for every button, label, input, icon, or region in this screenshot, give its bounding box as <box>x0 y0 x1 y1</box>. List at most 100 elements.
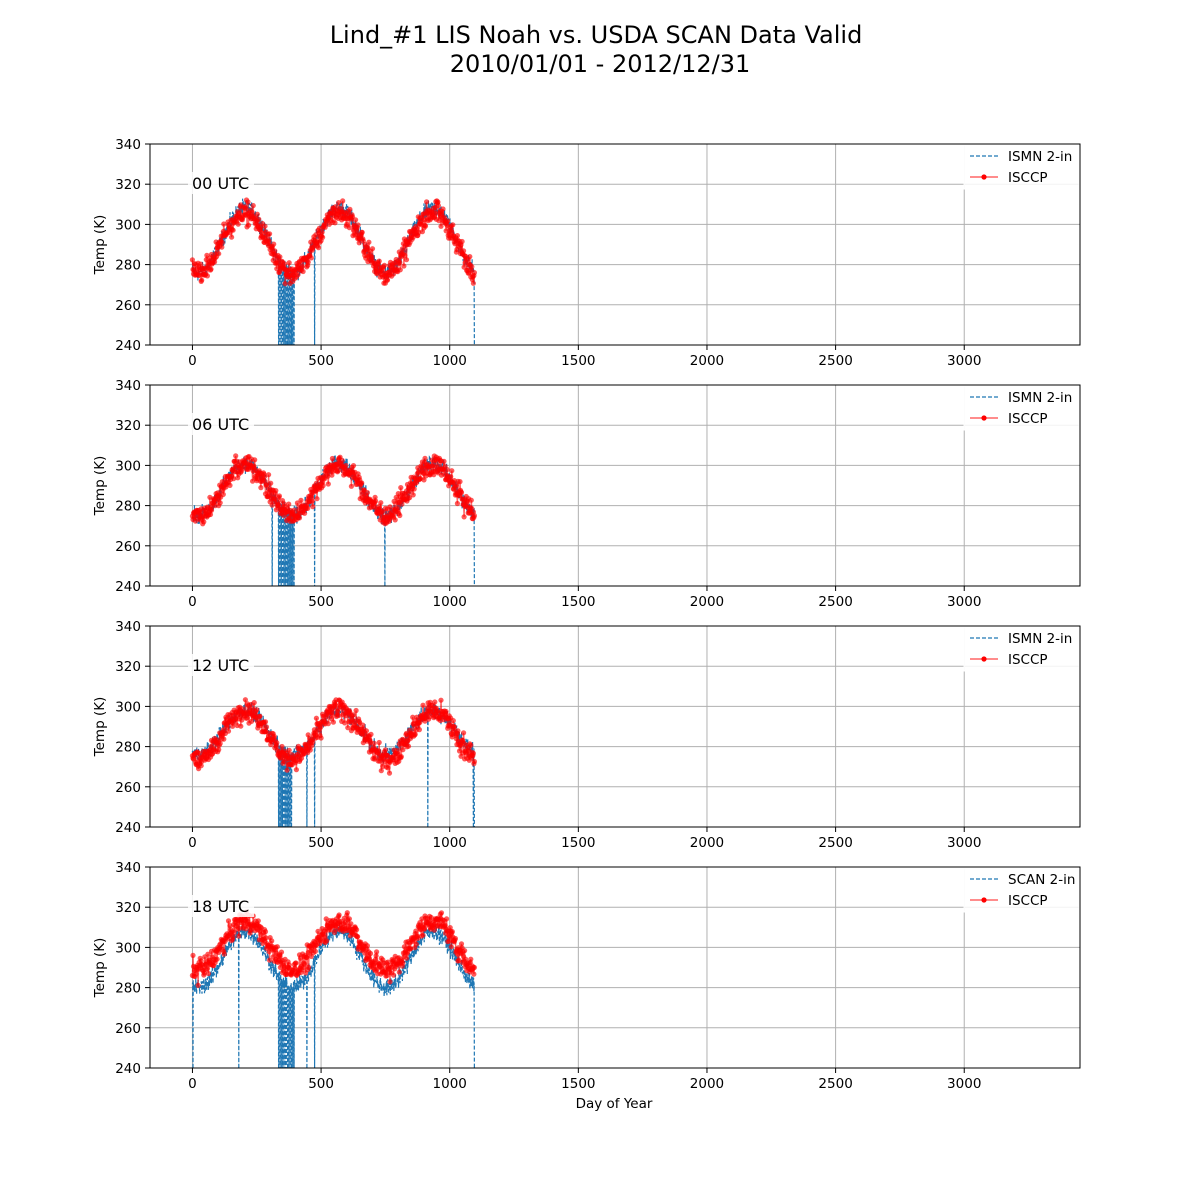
series-isccp-point <box>216 747 222 753</box>
series-isccp-point <box>360 722 366 728</box>
series-isccp-point <box>371 740 377 747</box>
axes-frame <box>149 625 1081 828</box>
x-axis-label: Day of Year <box>576 1096 653 1112</box>
series-isccp-point <box>196 750 202 756</box>
series-isccp-point <box>325 473 331 479</box>
series-isccp-point <box>468 956 474 962</box>
y-axis-label: Temp (K) <box>92 215 108 276</box>
series-isccp-point <box>262 719 269 725</box>
series-isccp-point <box>281 261 288 267</box>
y-tick-label: 340 <box>115 619 141 635</box>
series-isccp-point <box>343 462 349 469</box>
x-tick-label: 1500 <box>561 594 595 610</box>
series-isccp-point <box>363 728 369 734</box>
series-isccp-point <box>382 747 388 753</box>
series-isccp-point <box>227 482 233 488</box>
series-isccp-point <box>325 721 331 727</box>
series-isccp-point <box>354 231 360 237</box>
series-isccp-point <box>369 246 376 252</box>
series-isccp-point <box>396 969 402 975</box>
series-isccp-point <box>252 457 258 463</box>
series-isccp-point <box>458 941 465 947</box>
x-tick-label: 2500 <box>818 835 852 851</box>
series-isccp-point <box>408 946 414 952</box>
series-isccp-point <box>201 519 207 525</box>
series-isccp-point <box>336 200 342 206</box>
y-tick-label: 340 <box>115 137 141 153</box>
x-tick-label: 2000 <box>690 1076 724 1092</box>
series-isccp-point <box>195 982 201 989</box>
series-isccp-point <box>374 949 380 955</box>
series-isccp-point <box>348 921 354 927</box>
series-isccp-point <box>411 486 417 492</box>
series-isccp-point <box>458 489 465 496</box>
series-isccp-point <box>214 956 220 962</box>
series-isccp-point <box>420 702 426 708</box>
series-isccp-point <box>304 954 310 961</box>
series-isccp-point <box>405 743 412 749</box>
series-isccp-point <box>398 754 404 760</box>
series-isccp-point <box>407 495 413 501</box>
series-isccp-point <box>428 914 434 921</box>
y-tick-label: 280 <box>115 258 141 274</box>
legend-label-isccp: ISCCP <box>1008 893 1048 909</box>
series-isccp-point <box>381 262 387 268</box>
series-isccp-point <box>402 253 408 259</box>
series-isccp-point <box>461 248 467 254</box>
series-isccp-point <box>468 497 474 503</box>
series-isccp-point <box>342 720 348 726</box>
x-tick-label: 1000 <box>433 353 467 369</box>
series-isccp-point <box>313 715 319 721</box>
series-isccp-point <box>329 709 335 716</box>
series-isccp-point <box>279 743 285 750</box>
series-isccp-point <box>348 483 354 489</box>
series-isccp-point <box>443 228 449 234</box>
series-isccp-point <box>249 209 255 215</box>
series-isccp-point <box>207 511 214 518</box>
series-isccp-point <box>244 715 250 721</box>
series-isccp-point <box>454 500 460 507</box>
panel-1: 0 500 1000 1500 2000 2500 3000 240 260 280 300 320 3… <box>92 137 1081 369</box>
x-tick-label: 1000 <box>433 1076 467 1092</box>
x-tick-label: 2500 <box>818 1076 852 1092</box>
x-tick-label: 2500 <box>818 353 852 369</box>
x-tick-label: 1500 <box>561 1076 595 1092</box>
x-tick-label: 500 <box>308 594 334 610</box>
series-isccp-point <box>421 926 428 932</box>
figure-title-line2: 2010/01/01 - 2012/12/31 <box>450 50 751 78</box>
y-tick-label: 240 <box>115 820 141 836</box>
series-isccp-point <box>350 712 357 718</box>
series-isccp-point <box>189 257 195 263</box>
y-tick-label: 320 <box>115 177 141 193</box>
series-isccp-point <box>199 277 205 283</box>
x-tick-label: 1500 <box>561 835 595 851</box>
series-isccp-point <box>294 500 300 506</box>
series-isccp-point <box>392 517 398 523</box>
series-isccp-point <box>399 246 405 252</box>
series-isccp-point <box>217 500 223 506</box>
series-isccp-point <box>229 234 235 240</box>
series-isccp-point <box>400 960 406 966</box>
series-isccp-point <box>319 229 325 235</box>
series-isccp-point <box>332 204 339 210</box>
series-isccp-point <box>339 457 345 464</box>
series-isccp-point <box>350 463 357 469</box>
series-isccp-point <box>299 264 305 270</box>
series-isccp-point <box>373 953 379 959</box>
series-isccp-point <box>263 935 269 941</box>
series-isccp-point <box>295 272 301 278</box>
series-isccp-point <box>399 501 405 507</box>
series-isccp-point <box>208 266 214 272</box>
series-isccp-point <box>259 230 265 236</box>
series-isccp-point <box>471 270 477 276</box>
axes-frame <box>149 384 1081 587</box>
series-isccp-point <box>443 708 449 715</box>
series-isccp-point <box>293 767 299 773</box>
plot-area <box>189 909 477 1068</box>
series-isccp-point <box>291 507 297 513</box>
series-isccp-point <box>346 916 352 922</box>
series-isccp-point <box>268 480 274 486</box>
series-isccp-point <box>471 513 477 519</box>
series-isccp-point <box>454 233 460 239</box>
series-isccp-point <box>413 941 419 947</box>
